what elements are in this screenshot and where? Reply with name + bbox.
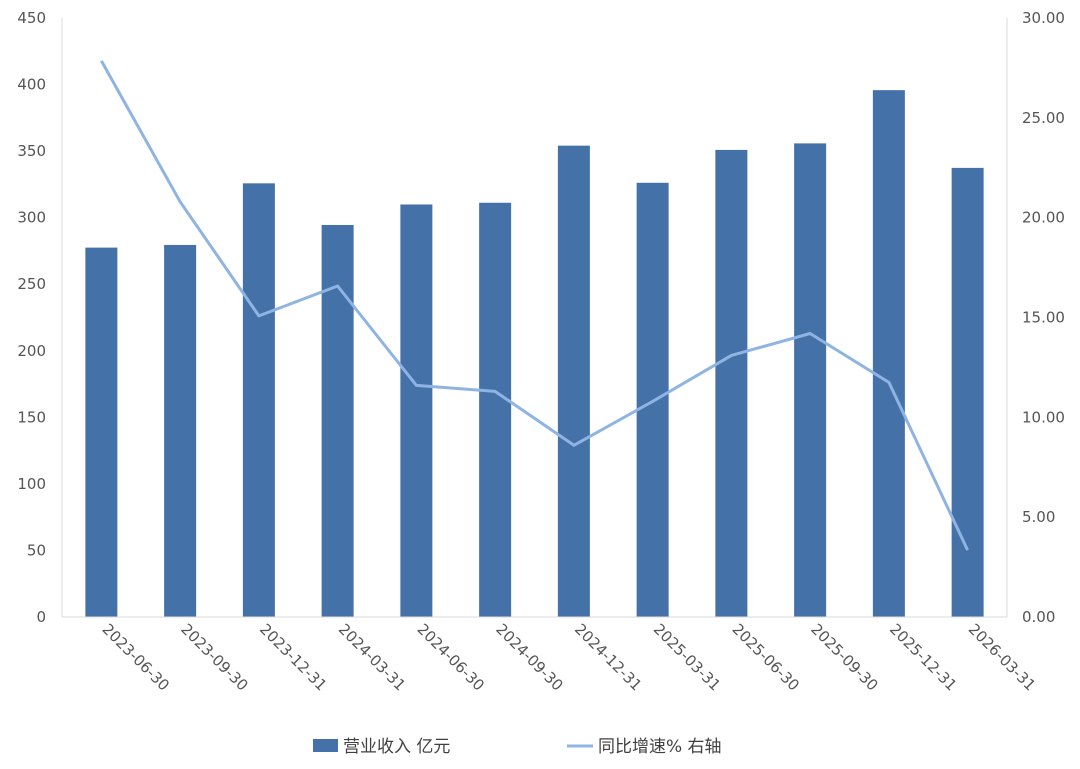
revenue-bar [872, 90, 905, 617]
x-tick-label: 2025-06-30 [729, 620, 803, 694]
x-tick-label: 2024-06-30 [414, 620, 488, 694]
right-tick-label: 15.00 [1022, 309, 1065, 327]
x-tick-label: 2025-12-31 [886, 620, 960, 694]
left-tick-label: 250 [17, 275, 46, 293]
left-tick-label: 0 [36, 608, 46, 626]
x-tick-label: 2023-12-31 [256, 620, 330, 694]
left-axis-ticks: 0 50 100 150 200 250 300 350 400 450 [17, 9, 46, 626]
right-tick-label: 0.00 [1022, 608, 1055, 626]
x-tick-label: 2023-06-30 [99, 620, 173, 694]
revenue-bar [400, 204, 433, 618]
right-tick-label: 30.00 [1022, 9, 1065, 27]
left-tick-label: 50 [27, 541, 46, 559]
revenue-bars [85, 90, 984, 618]
left-tick-label: 450 [17, 9, 46, 27]
legend-growth-label: 同比增速% 右轴 [598, 737, 722, 757]
x-tick-label: 2025-03-31 [650, 620, 724, 694]
revenue-bar [85, 247, 118, 617]
left-tick-label: 400 [17, 76, 46, 94]
right-tick-label: 5.00 [1022, 508, 1055, 526]
revenue-bar [794, 143, 827, 617]
revenue-bar [242, 183, 275, 617]
revenue-bar [479, 202, 512, 617]
x-tick-label: 2025-09-30 [807, 620, 881, 694]
axes [61, 18, 1008, 618]
right-tick-label: 10.00 [1022, 408, 1065, 426]
x-axis-ticks: 2023-06-30 2023-09-30 2023-12-31 2024-03-31… [99, 620, 1040, 694]
revenue-bar [164, 244, 197, 617]
x-tick-label: 2024-09-30 [492, 620, 566, 694]
x-tick-label: 2024-03-31 [335, 620, 409, 694]
left-tick-label: 350 [17, 142, 46, 160]
growth-line-layer [100, 60, 969, 551]
growth-line [100, 60, 969, 551]
revenue-bar [951, 167, 984, 617]
legend-revenue-swatch [313, 739, 338, 752]
left-tick-label: 100 [17, 475, 46, 493]
right-tick-label: 20.00 [1022, 209, 1065, 227]
right-axis-ticks: 0.00 5.00 10.00 15.00 20.00 25.00 30.00 [1022, 9, 1065, 626]
left-tick-label: 150 [17, 408, 46, 426]
legend-revenue-label: 营业收入 亿元 [343, 737, 450, 757]
left-tick-label: 300 [17, 209, 46, 227]
revenue-bar [321, 224, 354, 617]
left-tick-label: 200 [17, 342, 46, 360]
x-tick-label: 2026-03-31 [965, 620, 1039, 694]
legend: 营业收入 亿元 同比增速% 右轴 [313, 737, 722, 757]
revenue-bar [557, 145, 590, 617]
x-tick-label: 2024-12-31 [571, 620, 645, 694]
x-tick-label: 2023-09-30 [177, 620, 251, 694]
revenue-bar [715, 149, 748, 617]
right-tick-label: 25.00 [1022, 109, 1065, 127]
